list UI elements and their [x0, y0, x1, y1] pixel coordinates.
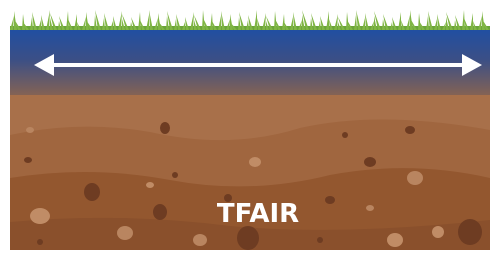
rock: [405, 126, 415, 134]
rock: [193, 234, 207, 246]
rock: [237, 226, 259, 250]
rock: [342, 132, 348, 138]
rock: [84, 183, 100, 201]
rock: [172, 172, 178, 178]
rock: [387, 233, 403, 247]
grass: [10, 10, 490, 30]
rock: [458, 219, 482, 245]
rock: [30, 208, 50, 224]
rock: [364, 157, 376, 167]
label: TFAIR: [217, 199, 299, 229]
rock: [37, 239, 43, 245]
rock: [432, 226, 444, 238]
rock: [146, 182, 154, 188]
rock: [317, 237, 323, 243]
rock: [160, 122, 170, 134]
rock: [249, 157, 261, 167]
soil-illustration: TFAIR: [0, 0, 498, 259]
rock: [26, 127, 34, 133]
rock: [153, 204, 167, 220]
rock: [366, 205, 374, 211]
rock: [325, 196, 335, 204]
page: TFAIR (() => { const data = JSON.parse(d…: [0, 0, 498, 259]
rock: [24, 157, 32, 163]
rock: [407, 171, 423, 185]
rock: [117, 226, 133, 240]
